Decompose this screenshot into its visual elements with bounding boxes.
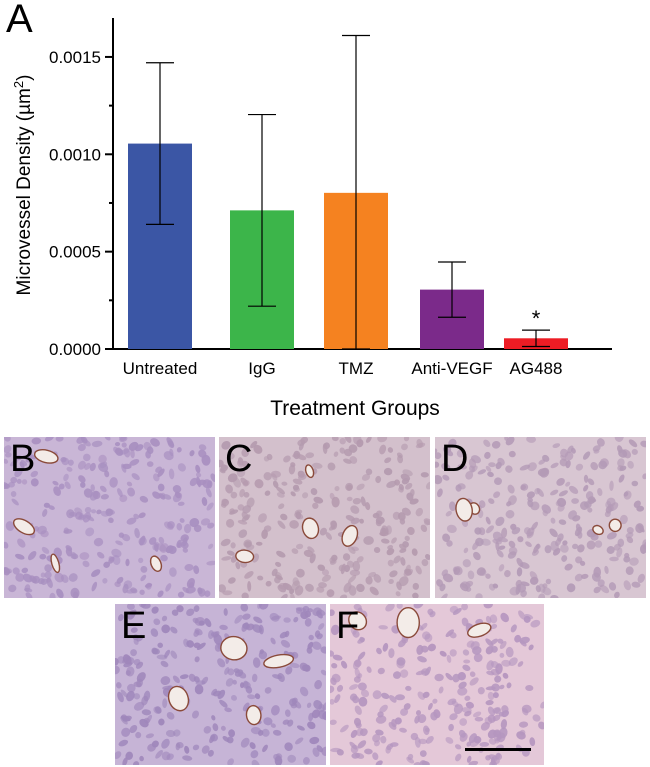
scale-bar	[465, 748, 531, 751]
chart-labels: 0.0000 0.0005 0.0010 0.0015 Microvessel Dens…	[11, 48, 563, 420]
histology-image-c	[219, 437, 430, 598]
x-tick-label: AG488	[510, 359, 563, 378]
bar-chart: 0.0000 0.0005 0.0010 0.0015 Microvessel Dens…	[11, 18, 612, 420]
histology-panel-b: B	[4, 437, 215, 598]
chart-bars	[128, 34, 568, 350]
histology-image-e	[115, 604, 326, 765]
y-tick-label: 0.0015	[49, 48, 101, 67]
histology-image-d	[435, 437, 646, 598]
panel-d-label: D	[441, 438, 469, 480]
y-axis-label: Microvessel Density (µm2)	[11, 75, 36, 296]
panel-f-label: F	[336, 605, 360, 647]
x-tick-label: TMZ	[339, 359, 374, 378]
panel-a-label: A	[6, 0, 33, 41]
panel-b-label: B	[10, 438, 36, 480]
histology-panel-f: F	[330, 604, 544, 765]
histology-panel-e: E	[115, 604, 326, 765]
x-tick-label: IgG	[248, 359, 275, 378]
x-axis-label: Treatment Groups	[270, 397, 440, 420]
panel-e-label: E	[121, 605, 147, 647]
y-tick-label: 0.0000	[49, 340, 101, 359]
histology-panel-c: C	[219, 437, 430, 598]
x-tick-label: Untreated	[123, 359, 198, 378]
y-tick-label: 0.0010	[49, 145, 101, 164]
histology-image-f	[330, 604, 544, 765]
panel-c-label: C	[225, 438, 253, 480]
x-tick-label: Anti-VEGF	[411, 359, 492, 378]
histology-image-b	[4, 437, 215, 598]
significance-asterisk: *	[532, 306, 541, 331]
y-tick-label: 0.0005	[49, 243, 101, 262]
histology-panel-d: D	[435, 437, 646, 598]
